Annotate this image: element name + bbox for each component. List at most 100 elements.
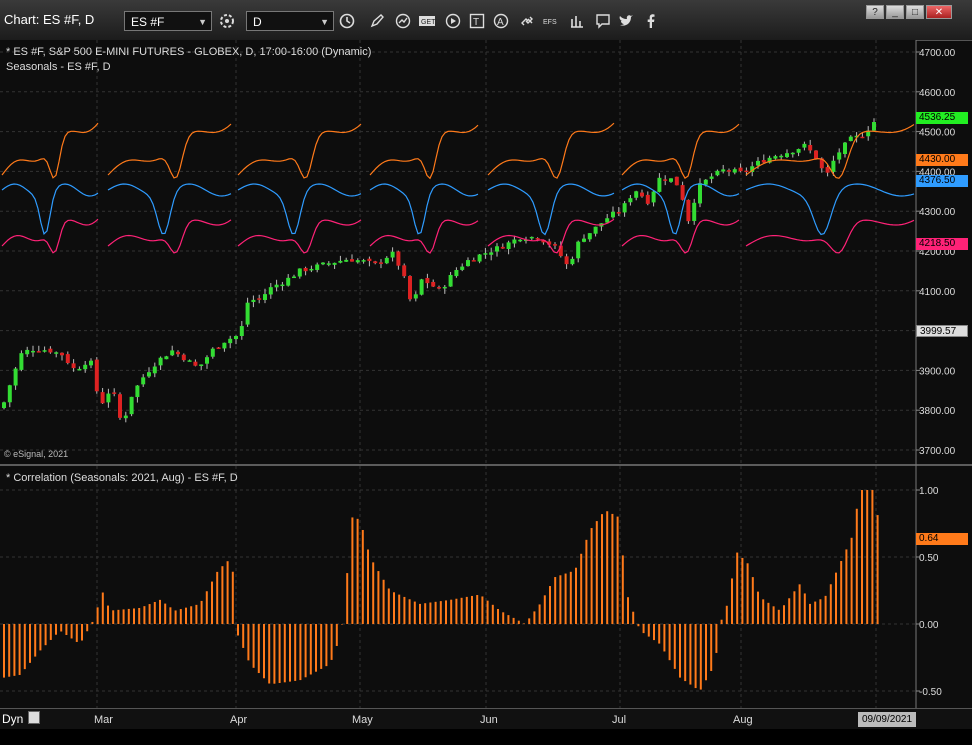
candle — [164, 356, 169, 360]
correlation-bar — [242, 624, 245, 648]
seasonal-blue-line — [1, 183, 99, 236]
correlation-bar — [309, 624, 312, 675]
minimize-button[interactable]: _ — [886, 5, 904, 19]
lock-icon[interactable] — [28, 711, 40, 724]
correlation-last-tag: 0.64 — [916, 533, 968, 545]
correlation-tick-label: 1.00 — [919, 486, 939, 497]
maximize-button[interactable]: □ — [906, 5, 924, 19]
twitter-icon[interactable] — [618, 12, 636, 30]
correlation-bar — [419, 603, 421, 624]
candle — [773, 156, 778, 159]
correlation-bar — [81, 624, 83, 641]
candle — [564, 256, 569, 265]
correlation-bar — [3, 624, 5, 678]
correlation-bar — [866, 490, 869, 624]
candle — [686, 199, 691, 222]
correlation-bar — [549, 586, 551, 624]
correlation-bar — [387, 588, 390, 624]
correlation-bar — [736, 552, 739, 624]
seasonal-orange-line — [369, 124, 479, 180]
candle — [234, 336, 238, 340]
candle — [263, 294, 267, 300]
candle — [245, 302, 250, 325]
pencil-icon[interactable] — [368, 12, 386, 30]
candle — [123, 415, 128, 419]
seasonals-legend: Seasonals - ES #F, D — [6, 61, 111, 73]
correlation-bar — [585, 539, 588, 624]
correlation-pane — [0, 466, 916, 708]
seasonal-blue-line — [237, 183, 362, 235]
correlation-bar — [767, 602, 770, 624]
correlation-bar — [190, 606, 193, 624]
dyn-button[interactable]: Dyn — [2, 712, 24, 726]
price-tick-label: 4500.00 — [919, 128, 956, 139]
candle — [454, 269, 459, 277]
candle — [657, 177, 662, 192]
correlation-bar — [528, 618, 531, 624]
comment-icon[interactable] — [594, 12, 612, 30]
link-icon[interactable] — [518, 12, 536, 30]
correlation-bar — [653, 624, 655, 641]
efs-icon[interactable]: EFS — [542, 12, 560, 30]
correlation-bar — [793, 591, 796, 624]
correlation-bar — [330, 624, 333, 660]
correlation-bar — [809, 603, 811, 624]
correlation-bar — [751, 577, 754, 624]
time-axis[interactable]: Dyn Mar Apr May Jun Jul Aug 09/09/2021 — [0, 708, 972, 730]
play-icon[interactable] — [444, 12, 462, 30]
candle — [309, 268, 314, 271]
candle — [640, 192, 644, 197]
month-label: Mar — [94, 714, 113, 726]
candle — [512, 239, 517, 244]
candle — [582, 238, 586, 242]
correlation-bar — [211, 581, 213, 624]
correlation-bar — [252, 624, 255, 668]
correlation-bar — [335, 624, 338, 646]
correlation-bar — [871, 490, 874, 624]
candle — [732, 169, 737, 173]
help-button[interactable]: ? — [866, 5, 884, 19]
correlation-bar — [408, 599, 411, 624]
correlation-bar — [772, 606, 775, 624]
candle — [790, 152, 795, 155]
clock-icon[interactable] — [338, 12, 356, 30]
correlation-bar — [148, 604, 151, 624]
seasonal-pink-tag: 4218.50 — [916, 238, 968, 250]
correlation-bar — [101, 592, 104, 624]
alert-icon[interactable]: A — [492, 12, 510, 30]
chart-type-icon[interactable] — [568, 12, 586, 30]
candle — [239, 326, 244, 337]
candle — [611, 211, 615, 218]
candle — [674, 176, 679, 186]
close-button[interactable]: ✕ — [926, 5, 952, 19]
chart-canvas[interactable]: 4700.00 4600.00 4500.00 4400.00 4300.00 4200.… — [0, 40, 972, 708]
text-icon[interactable]: T — [468, 12, 486, 30]
get-icon[interactable]: GET — [418, 12, 436, 30]
correlation-bar — [237, 624, 239, 636]
seasonal-pink-line — [1, 218, 99, 254]
candle — [802, 143, 807, 148]
correlation-bar — [361, 529, 364, 624]
candle — [518, 239, 523, 242]
correlation-bar — [122, 609, 125, 624]
correlation-bar — [55, 624, 57, 635]
correlation-bar — [8, 624, 11, 677]
facebook-icon[interactable] — [642, 12, 660, 30]
candle — [715, 170, 720, 176]
candle — [118, 394, 122, 418]
interval-select[interactable]: D ▼ — [246, 11, 334, 31]
candle — [297, 268, 302, 277]
draw-curve-icon[interactable] — [394, 12, 412, 30]
svg-text:GET: GET — [421, 19, 436, 26]
candle — [587, 233, 592, 240]
settings-icon[interactable] — [218, 12, 236, 30]
symbol-select[interactable]: ES #F ▼ — [124, 11, 212, 31]
correlation-bar — [517, 620, 520, 624]
candle — [147, 372, 151, 377]
correlation-bar — [263, 624, 265, 679]
candle — [7, 385, 12, 403]
chevron-down-icon: ▼ — [320, 17, 329, 27]
candle — [756, 160, 760, 166]
candle — [326, 263, 331, 265]
correlation-bar — [699, 624, 702, 690]
